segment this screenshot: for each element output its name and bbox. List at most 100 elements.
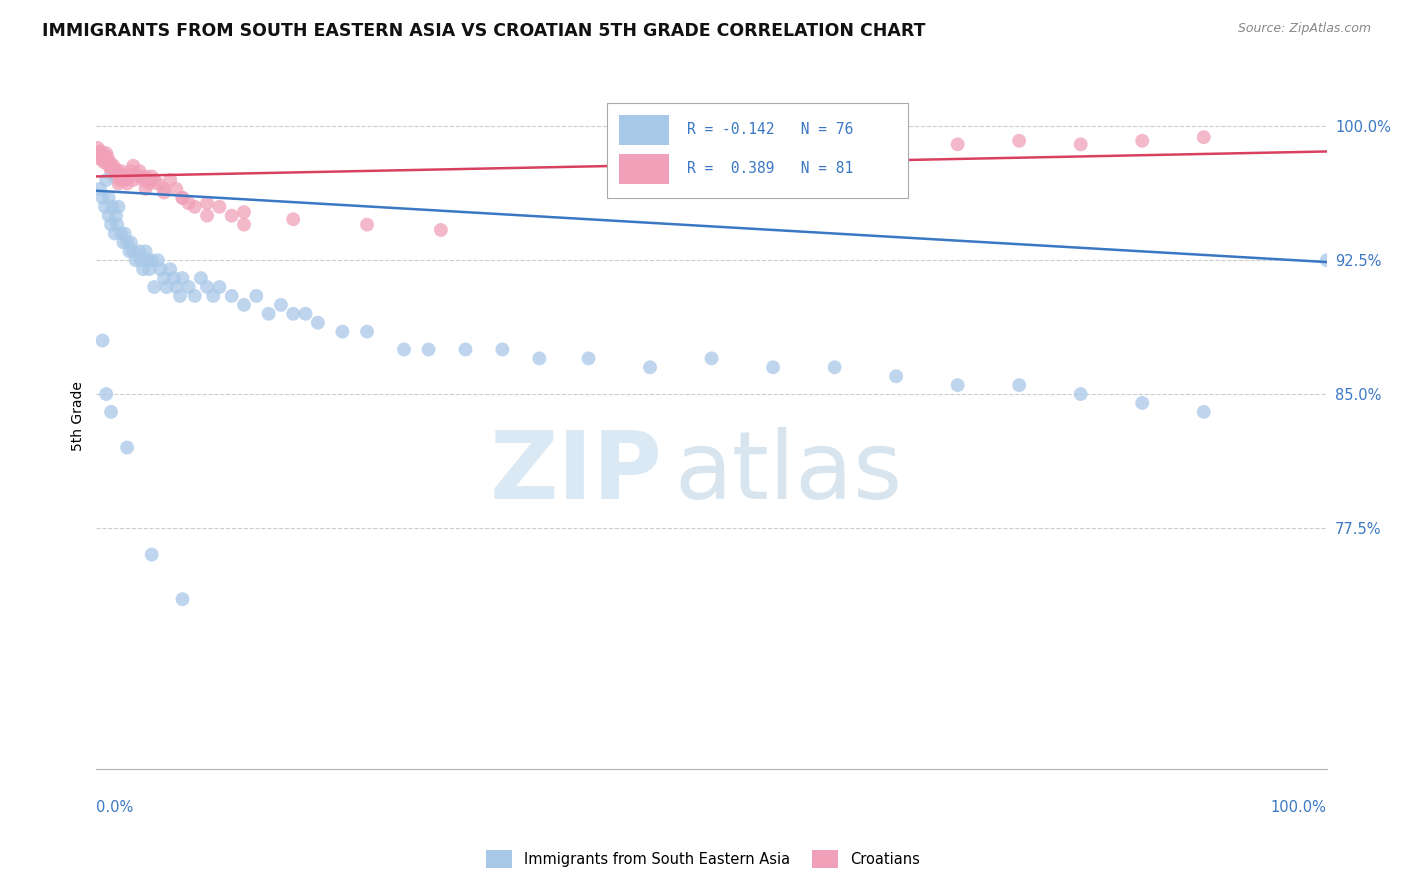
Point <box>195 196 218 211</box>
Point <box>221 289 243 303</box>
Point <box>202 289 225 303</box>
Text: atlas: atlas <box>675 426 903 519</box>
Point <box>245 289 267 303</box>
Point <box>100 161 122 175</box>
Point <box>135 244 157 259</box>
Point <box>184 200 207 214</box>
Point <box>165 182 187 196</box>
Point <box>135 169 157 184</box>
Point <box>884 146 907 161</box>
Point <box>824 360 846 375</box>
Point <box>96 146 118 161</box>
Text: ZIP: ZIP <box>489 426 662 519</box>
Point <box>115 441 138 455</box>
Point <box>138 262 160 277</box>
Point <box>208 280 231 294</box>
Point <box>97 191 120 205</box>
Point <box>91 150 114 164</box>
Point <box>172 191 194 205</box>
Point <box>233 218 256 232</box>
Point <box>146 177 169 191</box>
Point <box>159 262 181 277</box>
Point <box>195 209 218 223</box>
Bar <box>619 154 668 184</box>
Point <box>638 360 661 375</box>
Legend: Immigrants from South Eastern Asia, Croatians: Immigrants from South Eastern Asia, Croa… <box>481 845 925 874</box>
Point <box>283 307 305 321</box>
Point <box>100 218 122 232</box>
Point <box>94 200 117 214</box>
Point <box>105 218 128 232</box>
Point <box>392 343 415 357</box>
Point <box>153 271 176 285</box>
Point <box>163 271 186 285</box>
Point <box>93 155 115 169</box>
Point <box>97 159 120 173</box>
Point <box>172 271 194 285</box>
Point <box>141 548 163 562</box>
Point <box>172 592 194 607</box>
Point <box>128 244 150 259</box>
Text: 0.0%: 0.0% <box>97 800 134 815</box>
Point <box>1192 130 1215 145</box>
Point <box>141 253 163 268</box>
Point <box>96 173 118 187</box>
Point <box>141 169 163 184</box>
Point <box>1008 134 1031 148</box>
Point <box>356 325 378 339</box>
Point <box>107 177 129 191</box>
Point <box>112 235 135 250</box>
Point <box>105 209 128 223</box>
Point <box>101 200 124 214</box>
Point <box>195 280 218 294</box>
Point <box>190 271 212 285</box>
Point <box>97 209 120 223</box>
Point <box>90 145 112 159</box>
Point <box>136 173 159 187</box>
Point <box>177 280 200 294</box>
Point <box>87 152 110 166</box>
Point <box>700 351 723 366</box>
Point <box>91 334 114 348</box>
Point <box>125 253 148 268</box>
Point <box>578 351 600 366</box>
Point <box>110 227 132 241</box>
Point <box>108 173 131 187</box>
Point <box>143 173 166 187</box>
Point <box>107 169 129 184</box>
Point <box>105 168 128 182</box>
Point <box>112 173 135 187</box>
Point <box>86 146 108 161</box>
Point <box>115 235 138 250</box>
Point <box>1070 387 1092 401</box>
Point <box>135 182 157 196</box>
Point <box>120 164 142 178</box>
Point <box>125 168 148 182</box>
Point <box>184 289 207 303</box>
Point <box>418 343 440 357</box>
Point <box>143 280 166 294</box>
Point <box>96 155 118 169</box>
Point <box>159 173 181 187</box>
Point <box>101 164 124 178</box>
Point <box>146 253 169 268</box>
Point <box>138 177 160 191</box>
Point <box>208 200 231 214</box>
Point <box>100 405 122 419</box>
Point <box>1008 378 1031 392</box>
Point <box>824 155 846 169</box>
Point <box>332 325 354 339</box>
Point <box>529 351 551 366</box>
Point <box>114 227 136 241</box>
Point <box>153 182 176 196</box>
Point <box>149 262 172 277</box>
Point <box>153 186 176 200</box>
Point <box>177 196 200 211</box>
Point <box>430 223 453 237</box>
Point <box>104 227 127 241</box>
Point <box>1316 253 1339 268</box>
Point <box>491 343 513 357</box>
Point <box>294 307 316 321</box>
Point <box>98 155 121 169</box>
Point <box>356 218 378 232</box>
